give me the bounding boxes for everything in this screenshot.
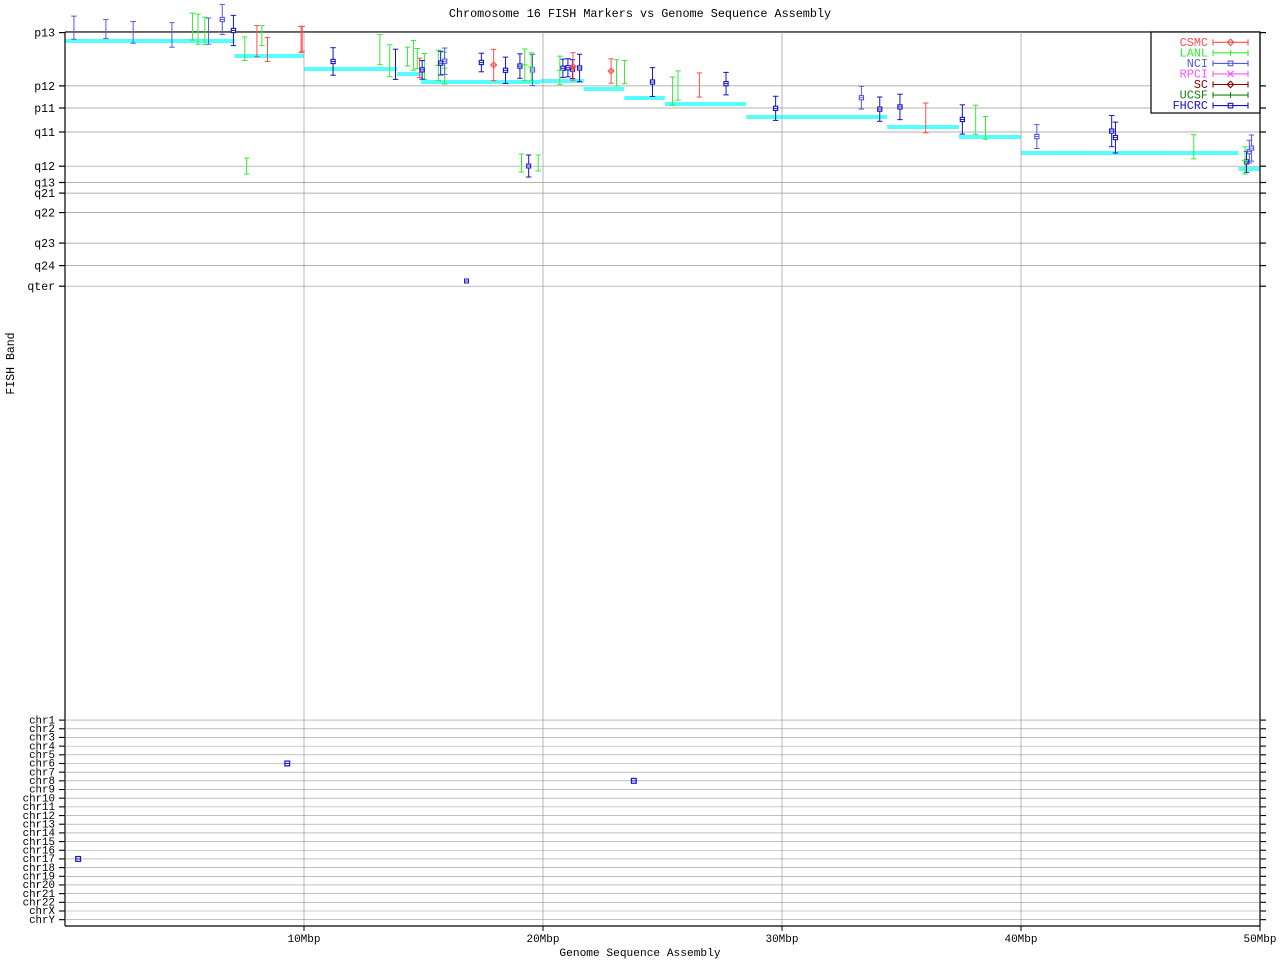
- svg-text:Chromosome 16 FISH Markers vs: Chromosome 16 FISH Markers vs Genome Seq…: [449, 7, 831, 21]
- svg-text:Genome Sequence Assembly: Genome Sequence Assembly: [559, 948, 720, 960]
- svg-text:FISH Band: FISH Band: [5, 332, 18, 394]
- svg-text:p12: p12: [34, 81, 55, 94]
- svg-text:q24: q24: [34, 261, 55, 274]
- svg-text:p13: p13: [34, 28, 55, 41]
- svg-text:10Mbp: 10Mbp: [287, 934, 320, 946]
- svg-text:q22: q22: [34, 208, 55, 221]
- svg-text:chrY: chrY: [29, 915, 55, 927]
- svg-text:q21: q21: [34, 188, 55, 201]
- svg-text:q12: q12: [34, 161, 55, 174]
- svg-text:q23: q23: [34, 238, 55, 251]
- svg-text:30Mbp: 30Mbp: [765, 934, 798, 946]
- svg-text:40Mbp: 40Mbp: [1004, 934, 1037, 946]
- svg-text:qter: qter: [27, 281, 55, 294]
- svg-text:50Mbp: 50Mbp: [1243, 934, 1276, 946]
- svg-text:p11: p11: [34, 103, 55, 116]
- svg-text:q11: q11: [34, 127, 55, 140]
- svg-text:20Mbp: 20Mbp: [526, 934, 559, 946]
- svg-text:FHCRC: FHCRC: [1173, 99, 1208, 113]
